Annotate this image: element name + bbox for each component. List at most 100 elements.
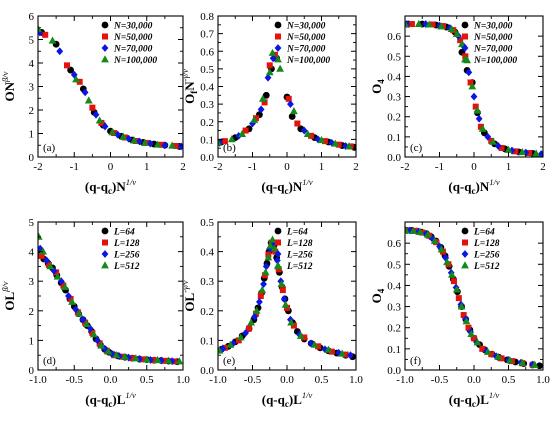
- panel-5-series-3-point-11: [467, 329, 476, 337]
- panel-5-series-3-point-17: [530, 360, 539, 368]
- panel-4-xtick-label-1: -0.5: [244, 374, 262, 386]
- panel-3-series-2-point-8: [94, 336, 101, 345]
- panel-5-series-1-point-8: [455, 295, 462, 302]
- panel-0-series-1-point-9: [158, 141, 165, 148]
- panel-1-series-2-point-7: [300, 126, 308, 135]
- panel-5-series-3-point-1: [409, 226, 418, 234]
- panel-1-series-3-point-1: [227, 135, 236, 143]
- panel-2-series-1-point-0: [408, 21, 415, 28]
- panel-3-xlabel: (q-qc)L1/ν: [85, 390, 136, 409]
- panel-4-series-3-point-8: [266, 241, 275, 249]
- panel-4-series-2-point-0: [219, 344, 227, 353]
- panel-3-series-1-point-8: [96, 340, 103, 347]
- panel-4-series-3-point-18: [338, 349, 347, 357]
- panel-1-series-3-point-3: [250, 115, 259, 123]
- panel-3-legend-marker-3: [101, 261, 109, 269]
- panel-0-series-3-point-10: [168, 141, 177, 149]
- panel-1-series-3-point-6: [268, 48, 277, 56]
- panel-5-xtick-label-3: 0.5: [502, 374, 516, 386]
- panel-2-series-2-point-9: [484, 132, 492, 141]
- panel-2-series-1-point-12: [526, 149, 533, 156]
- panel-2-series-3-point-11: [489, 137, 497, 145]
- panel-1-xtick-label-3: 1: [319, 161, 325, 173]
- panel-0-legend-label-2: N=70,000: [113, 45, 153, 55]
- panel-3-legend-label-0: L=64: [113, 228, 135, 238]
- panel-1-ytick-label-6: 0.6: [200, 46, 214, 58]
- panel-0-xlabel: (q-qc)N1/ν: [85, 177, 136, 196]
- panel-0-xtick-label-3: 1: [144, 161, 150, 173]
- panel-3-series-3-point-5: [68, 297, 76, 305]
- panel-1-legend-marker-3: [274, 55, 282, 63]
- panel-1-series-1-point-1: [242, 127, 249, 134]
- panel-1-series-3-point-7: [276, 64, 284, 72]
- panel-0-legend-label-0: N=30,000: [113, 22, 153, 32]
- panel-0-xtick-label-1: -1: [70, 161, 79, 173]
- panel-5-series-1-point-7: [450, 278, 457, 285]
- panel-0-series-3-point-3: [84, 96, 93, 104]
- panel-2-series-3-point-6: [458, 40, 466, 48]
- panel-0-series-1-point-10: [172, 142, 179, 149]
- panel-0-series-3-point-6: [119, 132, 128, 140]
- panel-3-ytick-label-4: 4: [29, 247, 35, 259]
- panel-5-legend-marker-3: [461, 261, 469, 269]
- panel-0-series-2-point-10: [161, 141, 169, 150]
- panel-2-ytick-label-4: 0.4: [387, 71, 401, 83]
- panel-0-series-3-point-4: [95, 116, 104, 124]
- panel-5-xtick-label-0: -1.0: [396, 374, 414, 386]
- panel-2-series-3-point-0: [405, 19, 409, 27]
- panel-0-series-1-point-2: [76, 78, 83, 85]
- panel-3-series-1-point-12: [129, 355, 136, 362]
- panel-5-legend-label-0: L=64: [473, 228, 495, 238]
- panel-1-ytick-label-7: 0.7: [200, 29, 214, 41]
- panel-0-ytick-label-6: 6: [29, 11, 35, 23]
- panel-4-series-3-point-9: [268, 235, 277, 243]
- panel-1-ylabel: OfN-γ/ν: [180, 69, 199, 104]
- panel-2-ytick-label-6: 0.6: [387, 31, 401, 43]
- panel-5-series-3-point-12: [473, 338, 482, 346]
- panel-4-series-2-point-4: [256, 298, 263, 306]
- panel-4-xtick-label-3: 0.5: [315, 374, 329, 386]
- panel-4-legend-label-0: L=64: [286, 228, 308, 238]
- panel-1-series-3-point-12: [345, 142, 353, 150]
- panel-1-ytick-label-5: 0.5: [200, 64, 214, 76]
- panel-1-legend-marker-1: [275, 33, 281, 40]
- panel-2-series-2-point-8: [475, 114, 483, 123]
- panel-1-series-1-point-4: [266, 62, 273, 69]
- panel-5-series-1-point-12: [479, 345, 486, 352]
- panel-4-ytick-label-4: 0.4: [200, 247, 214, 259]
- panel-4-series-2-point-5: [260, 280, 267, 289]
- panel-0-series-0-point-2: [67, 66, 75, 74]
- panel-1-legend-label-1: N=50,000: [286, 33, 326, 43]
- panel-4-xtick-label-0: -1.0: [209, 374, 227, 386]
- panel-0-legend-label-1: N=50,000: [113, 33, 153, 43]
- panel-5-ytick-label-1: 0.1: [387, 344, 401, 356]
- panel-5-series-3-point-16: [518, 358, 527, 366]
- panel-1-ytick-label-4: 0.4: [200, 82, 214, 94]
- panel-3-frame: [37, 221, 184, 371]
- panel-3-series-2-point-5: [72, 305, 80, 314]
- panel-5-legend-label-3: L=512: [473, 262, 500, 272]
- panel-4-xtick-label-4: 1.0: [349, 374, 363, 386]
- panel-3-xtick-label-3: 0.5: [140, 374, 154, 386]
- panel-0-series-2-point-11: [177, 142, 183, 151]
- panel-5-legend-marker-1: [462, 239, 468, 246]
- panel-2-ytick-label-5: 0.5: [387, 51, 401, 63]
- panel-3-legend-marker-2: [101, 250, 109, 258]
- panel-4-ytick-label-3: 0.3: [200, 276, 214, 288]
- panel-1-legend-label-3: N=100,000: [286, 56, 330, 66]
- panel-5-series-3-point-6: [443, 257, 451, 266]
- panel-2-ylabel: O4: [369, 79, 386, 94]
- panel-0-ytick-label-5: 5: [29, 35, 35, 47]
- panel-5-series-3-point-10: [462, 317, 471, 325]
- panel-5-xtick-label-1: -0.5: [431, 374, 449, 386]
- panel-5-label: (f): [410, 355, 421, 367]
- panel-0-markers: [38, 24, 183, 151]
- panel-2-series-3-point-5: [452, 29, 461, 38]
- panel-4-legend-label-1: L=128: [286, 239, 313, 249]
- panel-0-legend-marker-0: [101, 21, 109, 29]
- panel-2-series-3-point-3: [437, 22, 446, 30]
- panel-4-series-3-point-17: [324, 345, 333, 353]
- panel-2-series-1-point-4: [457, 37, 464, 44]
- panel-3-ytick-label-0: 0: [29, 365, 35, 377]
- panel-0-series-1-point-0: [42, 31, 49, 38]
